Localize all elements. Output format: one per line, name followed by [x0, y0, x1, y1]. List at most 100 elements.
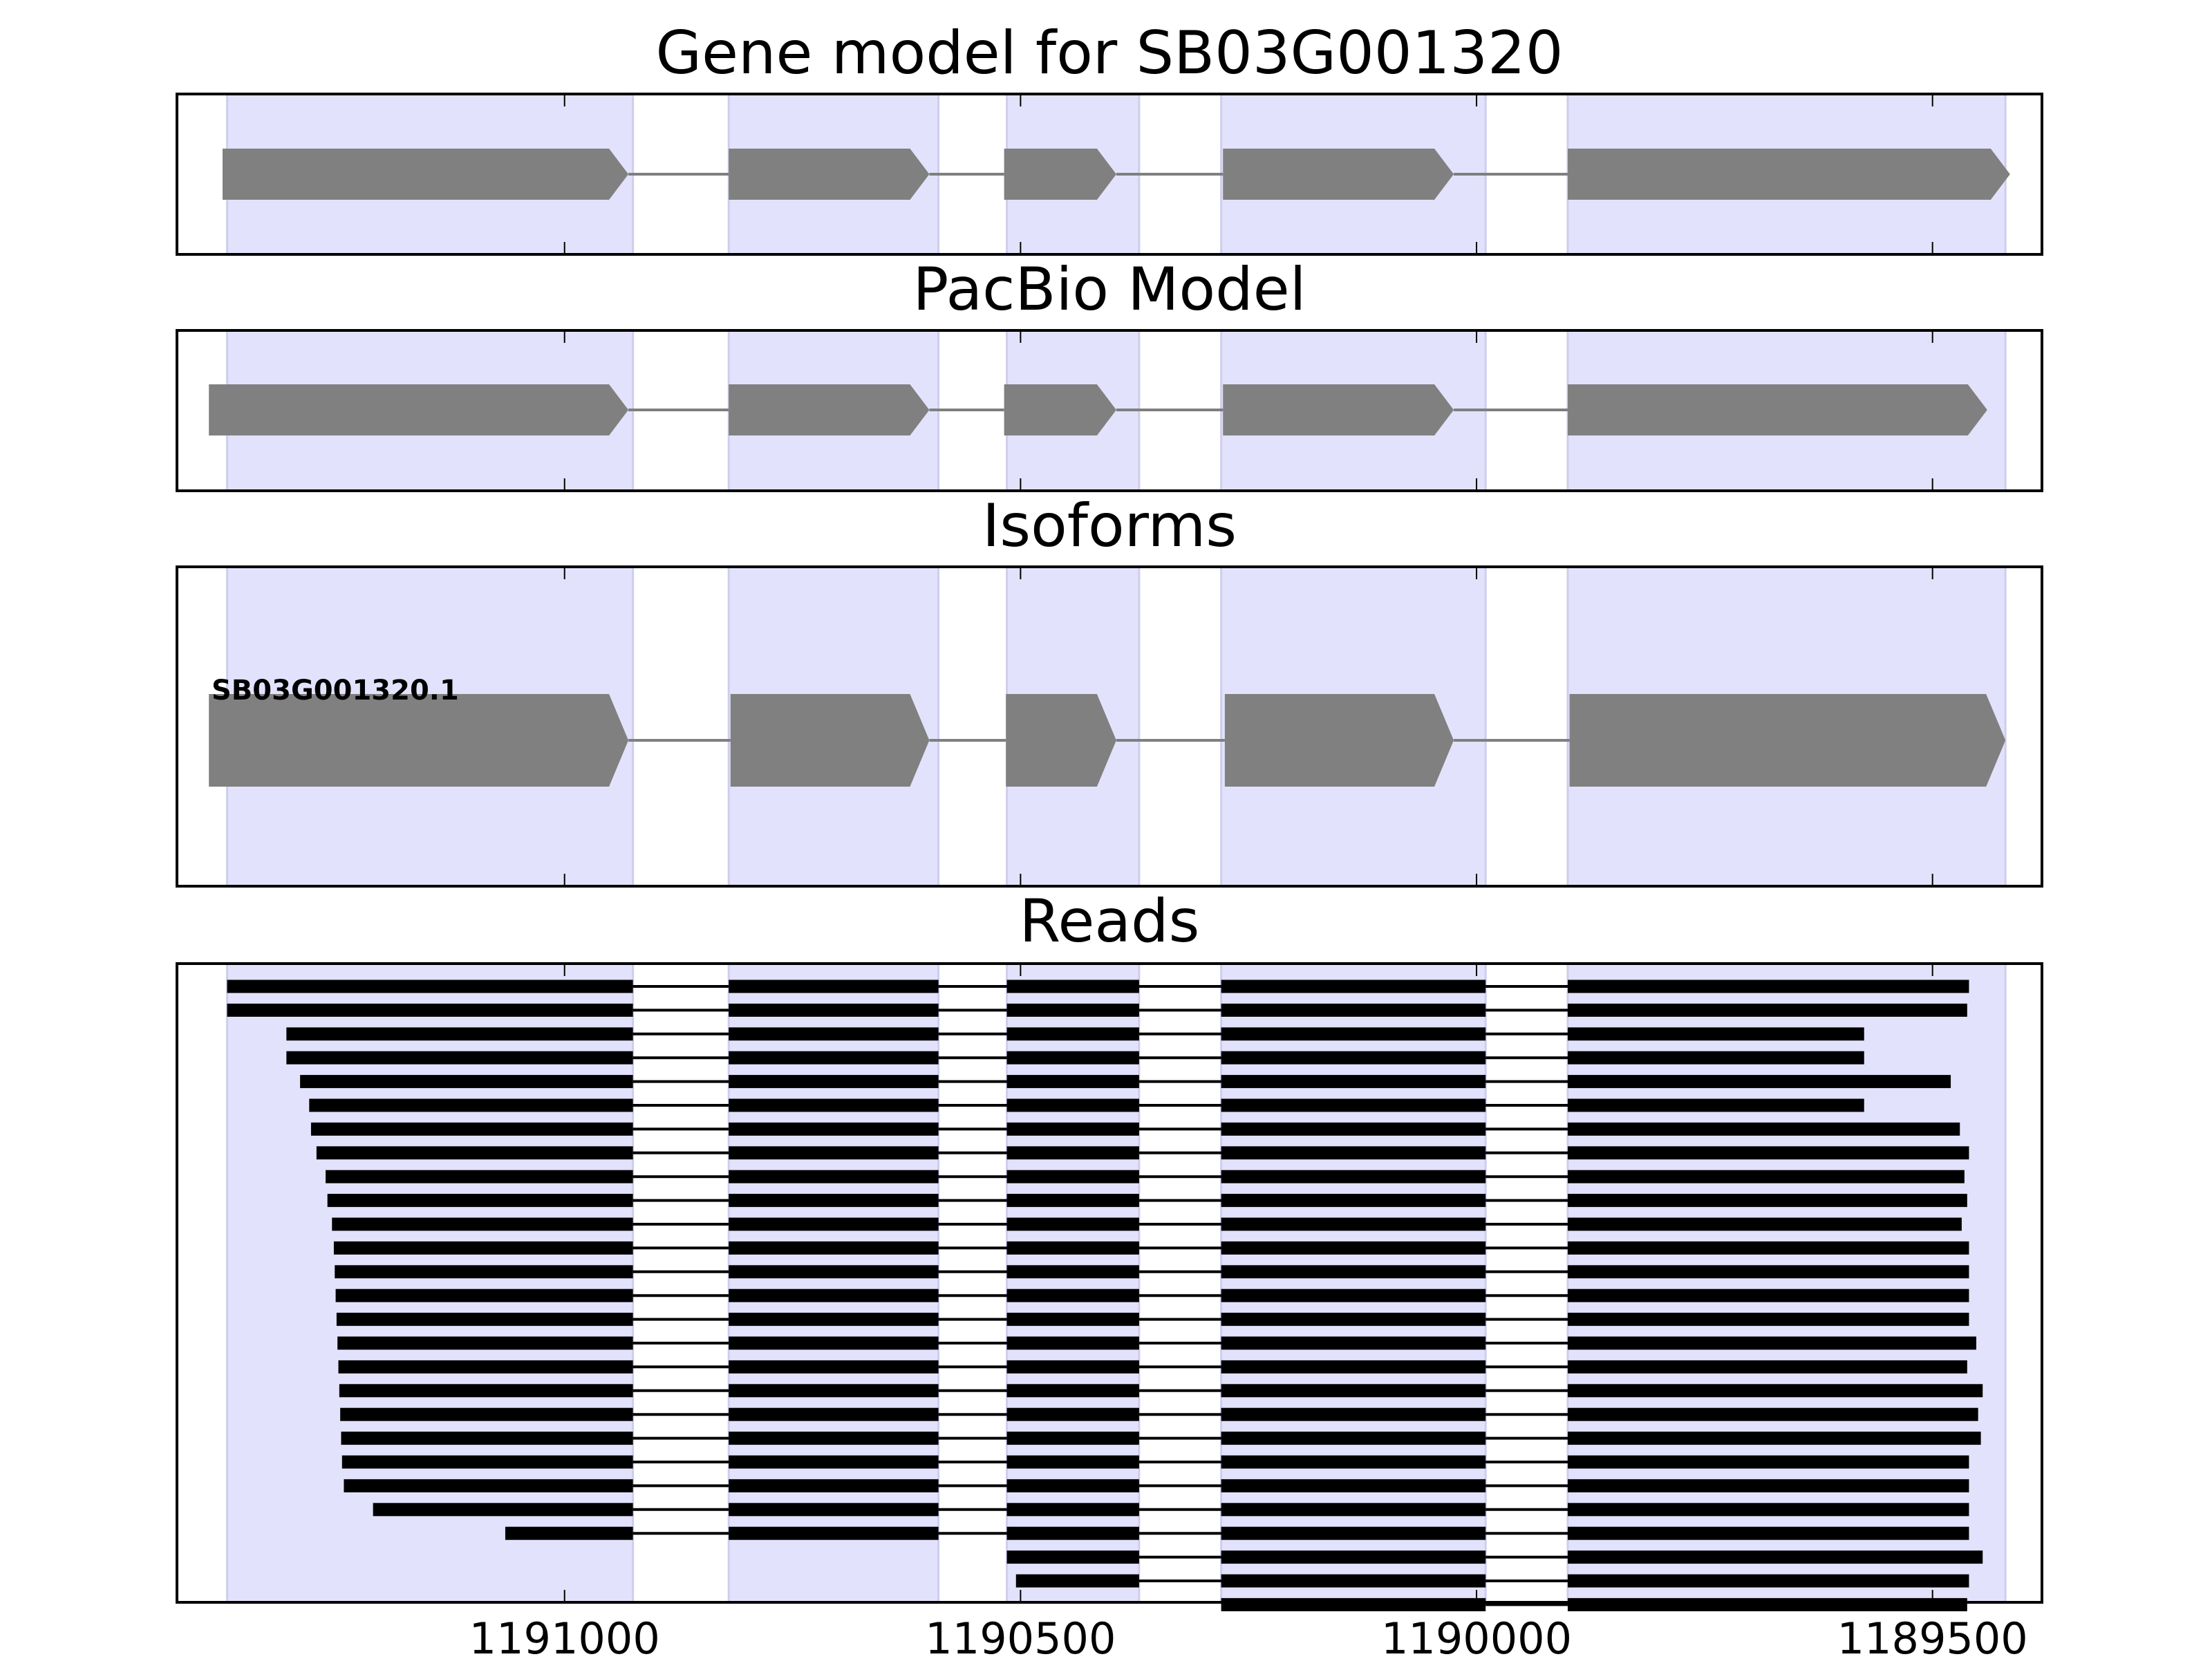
read-row [286, 1027, 1864, 1041]
read-block [1567, 1098, 1864, 1112]
read-block [1006, 1265, 1139, 1279]
read-block [1006, 1075, 1139, 1089]
read-block [1006, 1027, 1139, 1041]
read-block [300, 1075, 633, 1089]
read-block [340, 1407, 633, 1421]
read-block [1567, 1027, 1864, 1041]
reads-exon-region-5 [1567, 964, 2006, 1602]
isoforms-exon-2 [730, 694, 930, 787]
read-block [1567, 1550, 1983, 1564]
read-row [309, 1098, 1864, 1112]
read-block [1006, 1098, 1139, 1112]
read-row [227, 980, 1969, 993]
read-block [1567, 1336, 1977, 1350]
read-row [505, 1526, 1969, 1540]
read-row [337, 1336, 1977, 1350]
read-block [729, 1455, 939, 1469]
read-block [729, 1217, 939, 1231]
read-block [336, 1313, 633, 1327]
read-block [729, 1098, 939, 1112]
read-block [729, 1479, 939, 1492]
gene-model-exon-5 [1567, 149, 2010, 200]
read-block [1006, 980, 1139, 993]
read-block [1221, 1122, 1486, 1136]
read-block [332, 1217, 633, 1231]
isoforms-panel-frame [176, 565, 2043, 888]
read-block [1221, 980, 1486, 993]
read-row [333, 1241, 1969, 1255]
read-block [729, 1526, 939, 1540]
read-block [729, 1241, 939, 1255]
read-block [1567, 1407, 1978, 1421]
isoform-label: SB03G001320.1 [212, 675, 459, 706]
read-block [1006, 1360, 1139, 1374]
pacbio-model-title: PacBio Model [912, 255, 1306, 324]
gene-model-title: Gene model for SB03G001320 [656, 19, 1564, 88]
reads-panel-frame [176, 962, 2043, 1604]
read-block [333, 1241, 633, 1255]
read-block [316, 1146, 633, 1160]
read-block [1006, 1479, 1139, 1492]
read-block [1221, 1597, 1486, 1611]
read-block [1221, 1432, 1486, 1445]
gene-model-panel-frame [176, 93, 2043, 256]
read-block [1006, 1336, 1139, 1350]
pacbio-model-exon-1 [209, 384, 629, 435]
read-block [326, 1170, 633, 1183]
read-row [335, 1288, 1969, 1302]
panel-frames-layer [176, 93, 2043, 1604]
read-block [337, 1336, 633, 1350]
read-block [1567, 1288, 1969, 1302]
read-row [326, 1170, 1965, 1183]
read-block [1567, 1313, 1969, 1327]
read-block [1006, 1146, 1139, 1160]
read-block [729, 1170, 939, 1183]
read-row [335, 1265, 1969, 1279]
x-tick-label: 1190500 [925, 1613, 1116, 1659]
read-block [729, 1146, 939, 1160]
read-block [1567, 1194, 1967, 1208]
read-block [1221, 1550, 1486, 1564]
read-block [729, 1194, 939, 1208]
reads-title: Reads [1020, 887, 1200, 956]
pacbio-model-panel-frame [176, 329, 2043, 492]
read-block [729, 1432, 939, 1445]
reads-exon-region-3 [1006, 964, 1139, 1602]
read-block [1221, 1146, 1486, 1160]
read-block [1567, 1122, 1960, 1136]
read-block [327, 1194, 633, 1208]
read-block [1567, 1265, 1969, 1279]
read-row [341, 1455, 1969, 1469]
read-block [1567, 1597, 1967, 1611]
read-block [1221, 1455, 1486, 1469]
gene-model-exon-1 [222, 149, 629, 200]
read-block [1567, 1051, 1864, 1065]
read-row [1006, 1550, 1983, 1564]
read-block [729, 1407, 939, 1421]
read-block [227, 1003, 633, 1017]
read-block [1221, 1313, 1486, 1327]
read-block [335, 1288, 633, 1302]
read-block [1567, 1479, 1969, 1492]
read-block [729, 1360, 939, 1374]
read-block [1221, 1574, 1486, 1588]
read-row [336, 1313, 1969, 1327]
read-block [1221, 1075, 1486, 1089]
read-block [1567, 1384, 1983, 1398]
read-block [1567, 1217, 1962, 1231]
read-block [1006, 1503, 1139, 1517]
read-block [1567, 1146, 1969, 1160]
isoforms-exon-1 [209, 694, 629, 787]
x-tick-label: 1191000 [469, 1613, 660, 1659]
read-block [729, 1051, 939, 1065]
pacbio-model-exon-5 [1567, 384, 1987, 435]
read-block [729, 1384, 939, 1398]
x-tick-label: 1190000 [1381, 1613, 1572, 1659]
reads-exon-region-1 [227, 964, 633, 1602]
read-block [1221, 1288, 1486, 1302]
read-block [1006, 1122, 1139, 1136]
gene-model-exon-2 [729, 149, 930, 200]
read-block [286, 1051, 633, 1065]
read-block [729, 1003, 939, 1017]
read-block [1006, 1313, 1139, 1327]
